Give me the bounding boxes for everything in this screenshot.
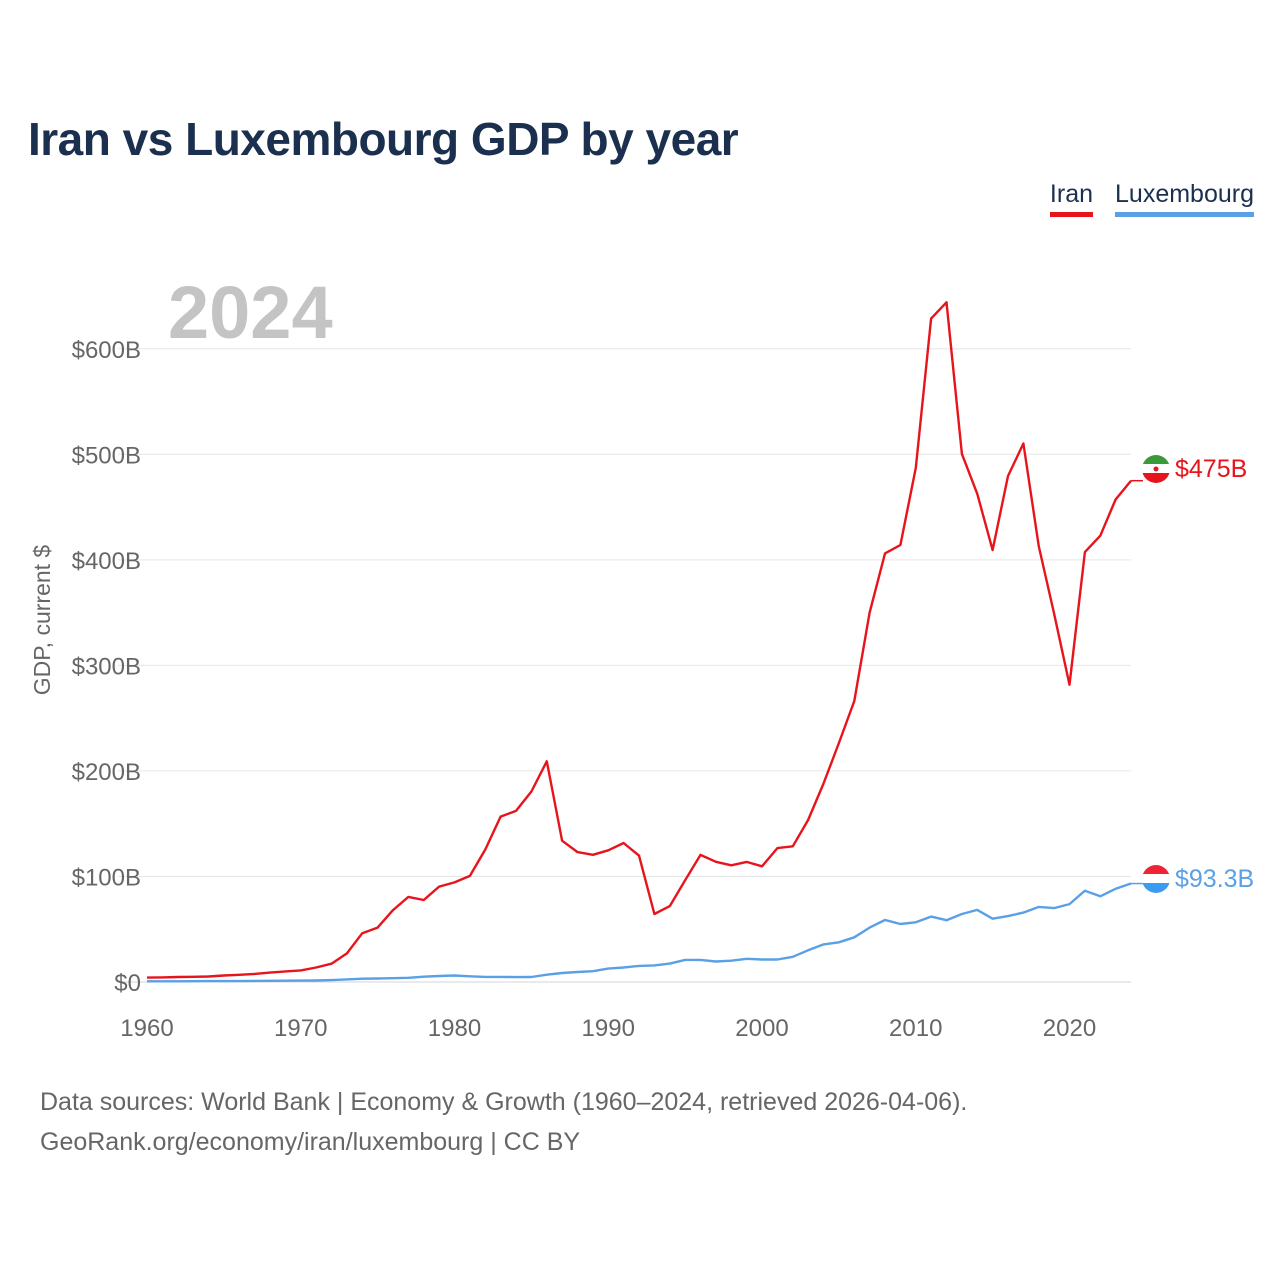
x-tick-label: 1990 [582,1015,635,1042]
year-watermark: 2024 [168,271,333,354]
y-tick-label: $300B [72,653,141,680]
iran-flag-icon [1142,455,1170,483]
y-tick-label: $600B [72,337,141,364]
iran-end-label: $475B [1175,455,1247,483]
gridlines [118,348,1131,983]
luxembourg-flag-icon [1142,865,1170,893]
x-tick-label: 1970 [274,1015,327,1042]
x-tick-label: 1960 [120,1015,173,1042]
attribution-link[interactable]: GeoRank.org/economy/iran/luxembourg | CC… [40,1128,581,1156]
luxembourg-series-line[interactable] [147,882,1132,983]
y-tick-label: $0 [114,970,141,997]
series-group [146,301,1143,983]
x-tick-label: 2010 [889,1015,942,1042]
y-tick-label: $400B [72,548,141,575]
y-tick-label: $500B [72,442,141,469]
x-axis: 1960 1970 1980 1990 2000 2010 2020 [120,1015,1096,1042]
footer: Data sources: World Bank | Economy & Gro… [40,1082,967,1162]
y-tick-label: $100B [72,864,141,891]
source-note: Data sources: World Bank | Economy & Gro… [40,1088,968,1116]
legend-item-luxembourg[interactable]: Luxembourg [1115,180,1254,217]
legend: Iran Luxembourg [1049,180,1254,217]
y-axis: $0 $100B $200B $300B $400B $500B $600B [72,337,141,997]
iran-series-line[interactable] [146,301,1132,979]
x-tick-label: 2020 [1043,1015,1096,1042]
luxembourg-end-label: $93.3B [1175,865,1254,893]
x-tick-label: 1980 [428,1015,481,1042]
x-tick-label: 2000 [735,1015,788,1042]
y-axis-label: GDP, current $ [29,545,55,696]
chart-title: Iran vs Luxembourg GDP by year [28,113,739,165]
legend-item-iran[interactable]: Iran [1049,180,1094,217]
y-tick-label: $200B [72,759,141,786]
